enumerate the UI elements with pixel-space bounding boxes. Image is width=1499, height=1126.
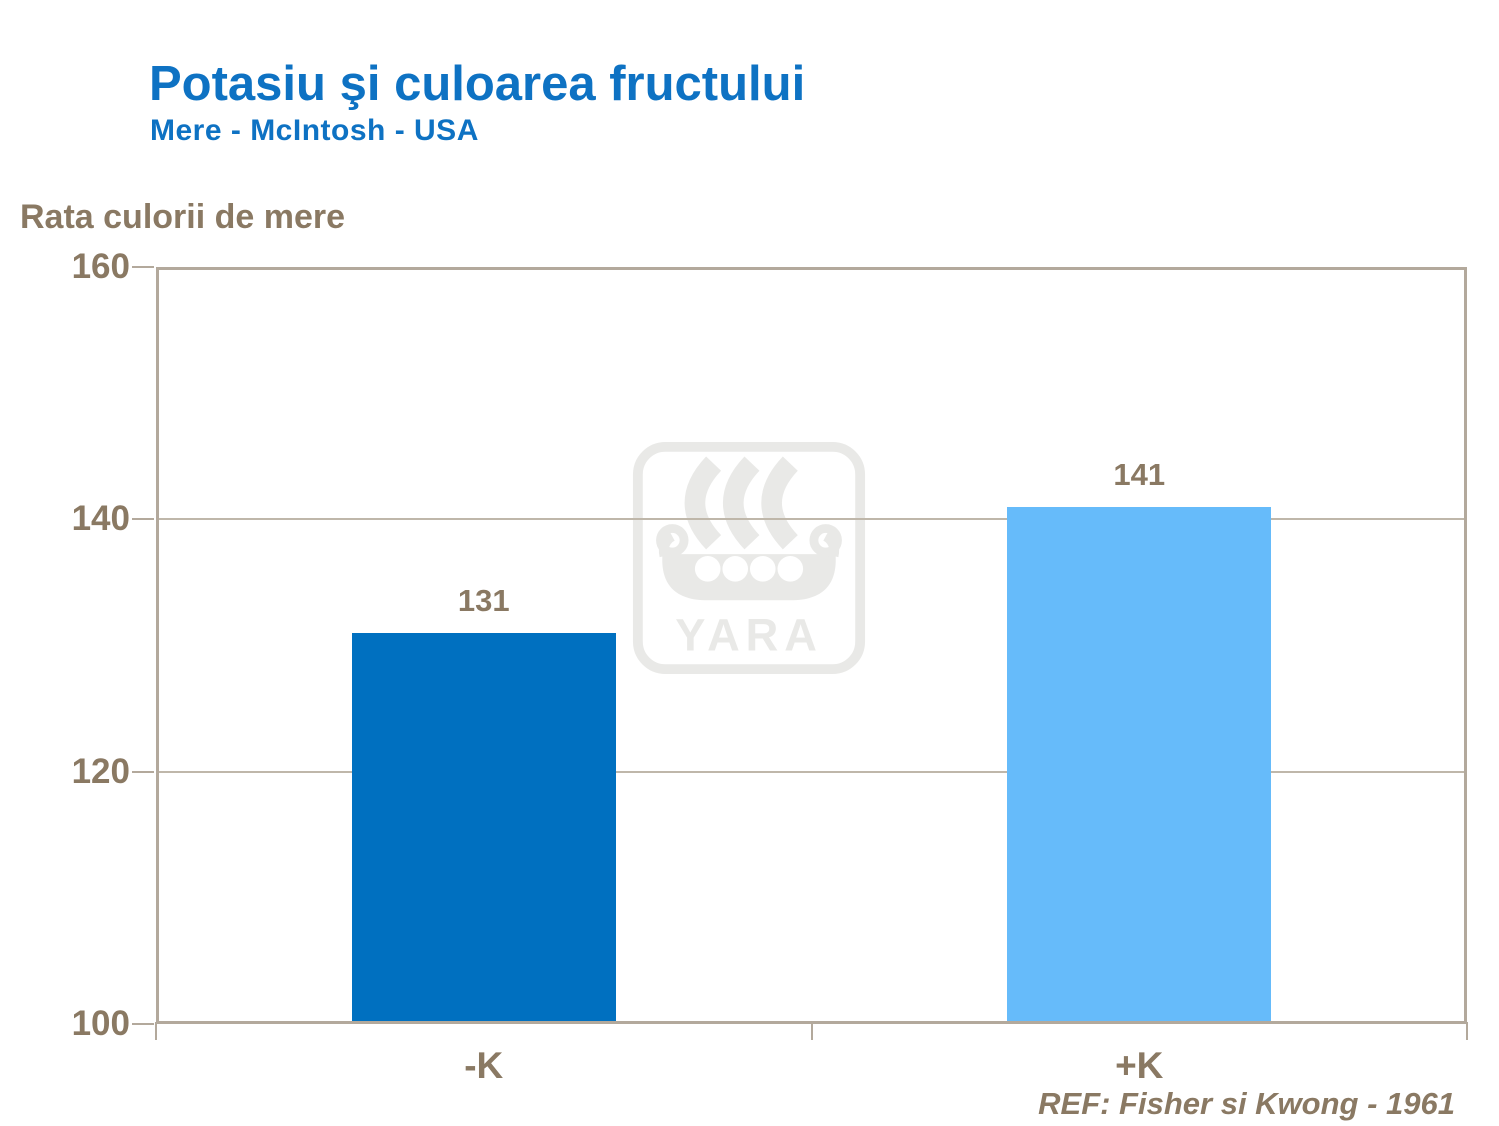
chart-title: Potasiu şi culoarea fructului (149, 57, 806, 111)
bar--K (351, 632, 616, 1024)
x-tick-mark-1 (810, 1022, 813, 1040)
bar-value-label-+K: 141 (1113, 456, 1166, 492)
y-tick-mark-140 (132, 518, 154, 521)
bar-+K (1007, 506, 1272, 1024)
plot-area (156, 267, 1467, 1024)
y-tick-mark-120 (132, 770, 154, 773)
gridline-140 (156, 518, 1467, 521)
viking-ship-icon (656, 456, 842, 601)
y-tick-mark-160 (132, 266, 154, 268)
watermark-label: YARA (675, 609, 823, 660)
gridline-layer (156, 267, 1467, 1024)
reference-note: REF: Fisher si Kwong - 1961 (1038, 1086, 1455, 1121)
y-axis-title: Rata culorii de mere (20, 198, 346, 236)
x-tick-mark-2 (1466, 1022, 1468, 1040)
chart-subtitle: Mere - McIntosh - USA (150, 114, 479, 147)
y-tick-label-140: 140 (71, 499, 130, 539)
y-tick-label-100: 100 (71, 1004, 130, 1043)
watermark-frame (632, 441, 866, 675)
x-tick-mark-0 (155, 1022, 157, 1040)
yara-watermark: YARA (632, 441, 866, 675)
y-tick-label-160: 160 (71, 247, 130, 286)
bar-value-label--K: 131 (457, 582, 510, 618)
x-category-label--K: -K (464, 1045, 504, 1086)
x-category-label-+K: +K (1115, 1045, 1164, 1086)
y-tick-label-120: 120 (71, 751, 130, 791)
gridline-120 (156, 770, 1467, 773)
y-tick-mark-100 (132, 1023, 154, 1025)
